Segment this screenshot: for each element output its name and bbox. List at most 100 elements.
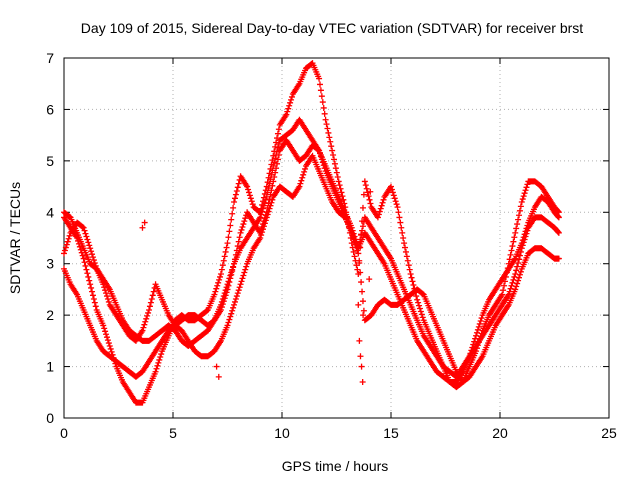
- data-point: [268, 199, 275, 206]
- data-point: [152, 368, 159, 375]
- data-point: [516, 271, 523, 278]
- data-point: [328, 143, 335, 150]
- y-tick-label: 0: [46, 410, 54, 426]
- data-point: [228, 310, 235, 317]
- data-point: [272, 143, 279, 150]
- data-point: [217, 307, 224, 313]
- data-point: [84, 236, 91, 243]
- data-point: [230, 264, 237, 271]
- data-point: [216, 276, 223, 283]
- data-point: [555, 229, 562, 236]
- data-point: [404, 257, 411, 264]
- data-point: [243, 263, 250, 270]
- data-point: [275, 151, 282, 158]
- data-point: [337, 185, 344, 192]
- data-point: [505, 291, 512, 298]
- data-point: [242, 266, 249, 273]
- data-point: [336, 182, 343, 189]
- data-point: [360, 312, 367, 319]
- data-point: [258, 211, 265, 218]
- data-point: [88, 248, 95, 255]
- data-point: [85, 273, 92, 280]
- data-point: [416, 302, 423, 309]
- data-point: [259, 208, 266, 215]
- data-point: [211, 291, 218, 298]
- data-points: [61, 60, 562, 406]
- data-point: [104, 295, 111, 302]
- data-point: [407, 271, 414, 277]
- data-point: [518, 240, 525, 247]
- data-point: [223, 289, 230, 296]
- data-point: [155, 359, 162, 366]
- data-point: [379, 199, 386, 206]
- data-point: [288, 96, 295, 103]
- data-point: [81, 259, 88, 266]
- data-point: [224, 286, 231, 293]
- data-point: [245, 189, 252, 196]
- data-point: [103, 293, 110, 300]
- data-point: [374, 214, 381, 221]
- data-point: [359, 204, 366, 211]
- data-point: [511, 273, 518, 280]
- data-point: [317, 87, 324, 94]
- data-point: [408, 274, 415, 281]
- data-point: [398, 224, 405, 231]
- data-point: [92, 303, 99, 310]
- data-point: [378, 202, 385, 209]
- data-point: [359, 298, 366, 305]
- data-point: [268, 187, 275, 194]
- data-point: [351, 253, 358, 260]
- data-point: [212, 288, 219, 295]
- data-point: [326, 134, 333, 141]
- data-point: [232, 191, 239, 198]
- data-point: [506, 256, 513, 263]
- data-point: [416, 305, 423, 312]
- data-point: [359, 379, 366, 385]
- data-point: [260, 205, 267, 212]
- data-point: [238, 226, 245, 233]
- data-point: [102, 287, 109, 294]
- y-axis-label: SDTVAR / TECUs: [7, 182, 23, 294]
- data-point: [219, 301, 226, 308]
- data-point: [315, 146, 322, 153]
- data-point: [219, 262, 226, 269]
- data-point: [521, 231, 528, 238]
- data-point: [104, 337, 111, 344]
- data-point: [158, 351, 165, 358]
- data-point: [402, 244, 409, 251]
- data-point: [521, 190, 528, 197]
- data-point: [508, 247, 515, 254]
- data-point: [89, 292, 96, 299]
- data-point: [218, 266, 225, 273]
- data-point: [148, 295, 155, 302]
- data-point: [240, 221, 247, 228]
- data-point: [103, 334, 110, 341]
- data-point: [516, 207, 523, 214]
- x-tick-label: 10: [274, 425, 290, 441]
- data-point: [510, 276, 517, 283]
- data-point: [507, 251, 514, 258]
- data-point: [150, 288, 157, 295]
- data-point: [362, 182, 369, 189]
- data-point: [229, 268, 236, 275]
- data-point: [141, 219, 148, 226]
- data-point: [221, 295, 228, 302]
- data-point: [413, 293, 420, 300]
- data-point: [473, 332, 480, 339]
- data-point: [100, 322, 107, 329]
- data-point: [224, 322, 231, 329]
- data-point: [515, 256, 522, 263]
- data-point: [233, 187, 240, 194]
- data-point: [359, 223, 366, 230]
- data-point: [146, 303, 153, 310]
- data-point: [468, 347, 475, 354]
- data-point: [231, 260, 238, 267]
- data-point: [395, 209, 402, 216]
- data-point: [510, 238, 517, 245]
- data-point: [358, 279, 365, 286]
- data-point: [320, 162, 327, 169]
- data-point: [91, 299, 98, 306]
- data-point: [240, 272, 247, 279]
- data-point: [105, 340, 112, 347]
- data-point: [261, 199, 268, 206]
